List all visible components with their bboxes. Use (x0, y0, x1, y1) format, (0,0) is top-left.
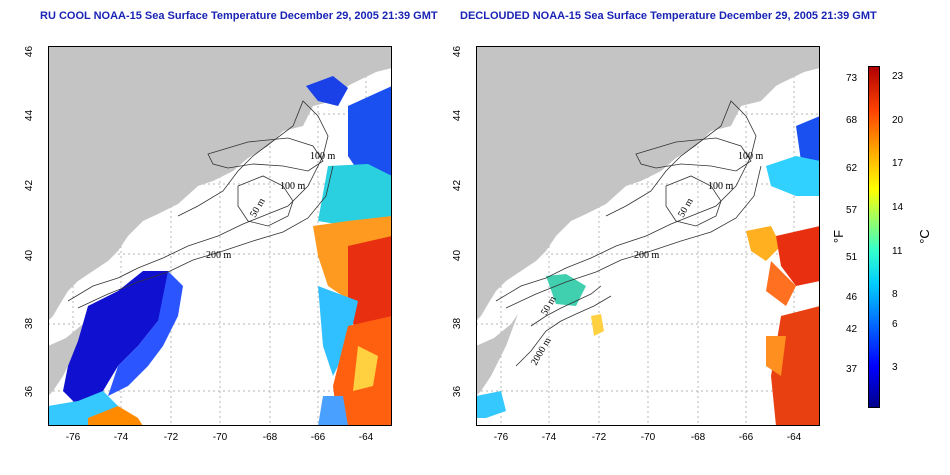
contour-label: 100 m (280, 181, 306, 192)
sst-cold-water (48, 76, 348, 426)
colorbar-f-tick: 68 (846, 115, 858, 126)
colorbar-c-tick: 3 (892, 362, 898, 373)
lon-tick: -76 (65, 432, 81, 443)
lat-tick: 40 (452, 249, 464, 262)
colorbar-c-tick: 23 (892, 71, 904, 82)
land-mass (48, 46, 392, 321)
contour-label: 100 m (708, 181, 734, 192)
lat-tick: 38 (24, 317, 36, 330)
lon-tick: -76 (493, 432, 509, 443)
lat-tick: 46 (24, 45, 36, 58)
lon-tick: -66 (738, 432, 754, 443)
lat-tick: 36 (24, 385, 36, 398)
lat-tick: 44 (452, 109, 464, 122)
lat-tick: 42 (24, 179, 36, 192)
colorbar-f-tick: 62 (846, 163, 858, 174)
lat-tick: 40 (24, 249, 36, 262)
lon-tick: -64 (786, 432, 802, 443)
lon-tick: -68 (262, 432, 278, 443)
colorbar-f-tick: 42 (846, 324, 858, 335)
left-sst-map: 100 m 100 m 50 m 200 m (48, 46, 392, 426)
contour-label: 50 m (248, 196, 268, 219)
lon-tick: -66 (310, 432, 326, 443)
lon-tick: -68 (690, 432, 706, 443)
lon-tick: -70 (640, 432, 656, 443)
bathymetry-contours (67, 100, 334, 309)
right-sst-map: 100 m 100 m 50 m 200 m 50 m 2000 m (476, 46, 820, 426)
lon-tick: -74 (113, 432, 129, 443)
contour-label: 100 m (738, 151, 764, 162)
land-mass-delmarva (48, 314, 90, 396)
colorbar-f-tick: 57 (846, 205, 858, 216)
colorbar-f-tick: 37 (846, 364, 858, 375)
lon-tick: -72 (163, 432, 179, 443)
land-mass-delmarva (476, 314, 518, 396)
lat-tick: 44 (24, 109, 36, 122)
lon-tick: -70 (212, 432, 228, 443)
land-mass (476, 46, 820, 321)
colorbar-c-tick: 17 (892, 158, 904, 169)
lat-tick: 46 (452, 45, 464, 58)
contour-label: 2000 m (529, 336, 554, 368)
contour-label: 100 m (310, 151, 336, 162)
lon-tick: -72 (591, 432, 607, 443)
colorbar-c-tick: 11 (892, 246, 903, 257)
colorbar-c-tick: 14 (892, 202, 904, 213)
colorbar-c-tick: 8 (892, 289, 898, 300)
colorbar-f-tick: 46 (846, 292, 858, 303)
lat-tick: 42 (452, 179, 464, 192)
bathymetry-contours (495, 100, 762, 367)
contour-label: 200 m (206, 250, 232, 261)
lat-tick: 38 (452, 317, 464, 330)
right-map-title: DECLOUDED NOAA-15 Sea Surface Temperatur… (460, 10, 877, 22)
temperature-colorbar (868, 66, 880, 408)
celsius-unit-label: °C (916, 229, 932, 244)
left-map-title: RU COOL NOAA-15 Sea Surface Temperature … (40, 10, 438, 22)
colorbar-c-tick: 6 (892, 319, 898, 330)
contour-label: 50 m (676, 196, 696, 219)
colorbar-f-tick: 73 (846, 73, 858, 84)
colorbar-f-tick: 51 (846, 252, 858, 263)
contour-label: 200 m (634, 250, 660, 261)
sst-gulf-stream (313, 86, 392, 426)
fahrenheit-unit-label: °F (831, 229, 847, 244)
lon-tick: -74 (541, 432, 557, 443)
sst-declouded-patches (476, 116, 820, 426)
lat-tick: 36 (452, 385, 464, 398)
lon-tick: -64 (358, 432, 374, 443)
land-mass-novascotia (741, 54, 820, 96)
colorbar-c-tick: 20 (892, 115, 904, 126)
